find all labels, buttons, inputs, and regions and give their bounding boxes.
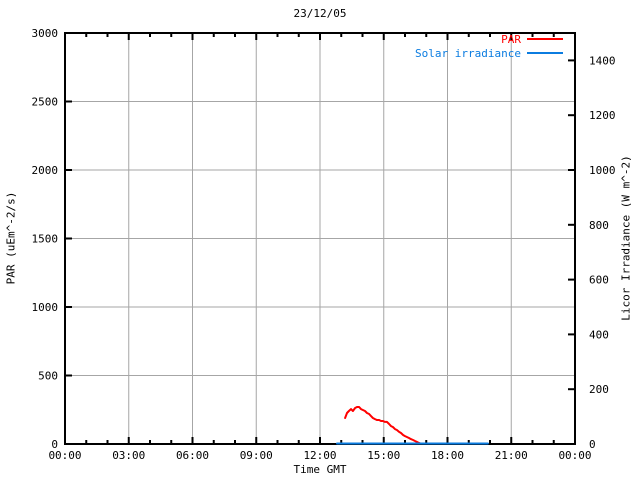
y-right-tick-label: 400 [589, 328, 609, 341]
y-left-tick-label: 1500 [32, 233, 59, 246]
x-axis-label: Time GMT [293, 463, 347, 476]
x-tick-label: 09:00 [240, 449, 273, 462]
y-right-tick-label: 1400 [589, 54, 616, 67]
x-tick-label: 18:00 [431, 449, 464, 462]
y-right-tick-label: 800 [589, 219, 609, 232]
y-left-tick-label: 1000 [32, 301, 59, 314]
y-left-tick-label: 0 [51, 438, 58, 451]
x-tick-label: 06:00 [176, 449, 209, 462]
chart-title: 23/12/05 [293, 7, 347, 20]
x-tick-label: 00:00 [558, 449, 591, 462]
solar-line-sample [527, 52, 563, 54]
legend-item-par: PAR [415, 32, 563, 46]
series-line-par [344, 406, 422, 445]
y-left-tick-label: 2000 [32, 164, 59, 177]
y-right-tick-label: 600 [589, 274, 609, 287]
legend: PAR Solar irradiance [415, 32, 563, 60]
x-tick-label: 21:00 [495, 449, 528, 462]
legend-label-solar-irradiance: Solar irradiance [415, 46, 521, 60]
x-tick-label: 03:00 [112, 449, 145, 462]
y-left-tick-label: 500 [38, 370, 58, 383]
y-right-tick-label: 0 [589, 438, 596, 451]
y-left-tick-label: 2500 [32, 96, 59, 109]
legend-item-solar-irradiance: Solar irradiance [415, 46, 563, 60]
y-right-tick-label: 200 [589, 383, 609, 396]
y-left-tick-label: 3000 [32, 27, 59, 40]
y-right-tick-label: 1200 [589, 109, 616, 122]
y-right-tick-label: 1000 [589, 164, 616, 177]
x-tick-label: 15:00 [367, 449, 400, 462]
x-tick-label: 12:00 [303, 449, 336, 462]
par-line-sample [527, 38, 563, 40]
y-left-axis-label: PAR (uEm^-2/s) [4, 191, 18, 285]
legend-label-par: PAR [501, 32, 521, 46]
y-right-axis-label: Licor Irradiance (W m^-2) [619, 155, 633, 321]
x-tick-label: 00:00 [48, 449, 81, 462]
